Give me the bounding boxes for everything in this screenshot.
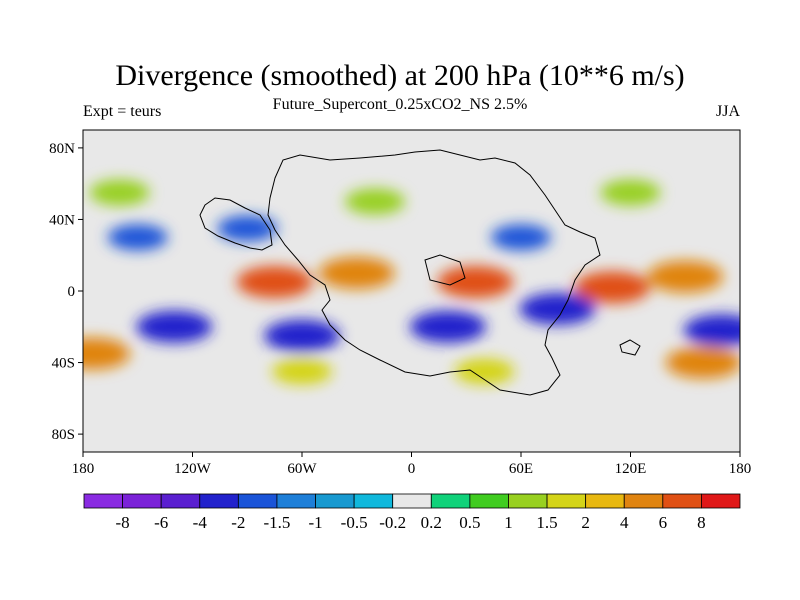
field-cell: [264, 319, 340, 352]
field-cell: [318, 257, 395, 290]
colorbar-swatch: [469, 493, 509, 509]
colorbar-swatch: [623, 493, 664, 509]
colorbar-swatch: [701, 493, 741, 509]
field-cell: [217, 215, 278, 242]
y-tick-label: 0: [68, 284, 76, 300]
field-cell: [437, 266, 514, 299]
colorbar-label: -0.2: [379, 513, 406, 532]
divergence-field: [83, 179, 740, 385]
field-cell: [107, 224, 168, 251]
colorbar-swatch: [508, 493, 548, 509]
colorbar-label: -6: [154, 513, 168, 532]
colorbar-label: 6: [659, 513, 668, 532]
chart-title: Divergence (smoothed) at 200 hPa (10**6 …: [115, 59, 685, 92]
colorbar-swatch: [237, 493, 278, 509]
colorbar-label: -1: [308, 513, 322, 532]
colorbar-swatch: [276, 493, 316, 509]
colorbar-swatch: [160, 493, 201, 509]
field-cell: [410, 310, 486, 343]
colorbar-label: -0.5: [341, 513, 368, 532]
map-axes: 180 120W 60W 0 60E 120E 180 80N 40N 0 40S 80S: [49, 141, 751, 477]
colorbar-label: -1.5: [263, 513, 290, 532]
field-cell: [345, 188, 405, 215]
colorbar-label: -8: [116, 513, 130, 532]
colorbar-label: 1: [504, 513, 513, 532]
field-cell: [683, 314, 740, 347]
x-tick-label: 60E: [509, 461, 533, 477]
colorbar-swatch: [662, 493, 702, 509]
x-tick-label: 60W: [287, 461, 317, 477]
field-cell: [454, 358, 515, 385]
western-coastline: [199, 197, 273, 251]
x-tick-label: 120E: [615, 461, 647, 477]
colorbar-label: 0.2: [421, 513, 442, 532]
colorbar-label: 1.5: [536, 513, 557, 532]
colorbar-label: 8: [697, 513, 706, 532]
field-cell: [519, 292, 596, 325]
field-cell: [647, 260, 724, 293]
field-cell: [574, 271, 651, 304]
x-tick-label: 120W: [174, 461, 212, 477]
colorbar-swatch: [546, 493, 587, 509]
supercontinent-coastline: [267, 149, 601, 396]
inlet-coastline: [424, 254, 466, 286]
colorbar-swatch: [392, 493, 432, 509]
y-tick-label: 80S: [52, 427, 75, 443]
field-cell: [665, 346, 740, 379]
field-cell: [600, 179, 661, 206]
y-tick-label: 40S: [52, 356, 75, 372]
field-cell: [83, 337, 131, 370]
field-cell: [136, 310, 213, 343]
colorbar-label: 4: [620, 513, 629, 532]
colorbar-label: 0.5: [459, 513, 480, 532]
field-cell: [491, 224, 551, 251]
x-tick-label: 180: [729, 461, 752, 477]
field-cell: [236, 266, 313, 299]
y-tick-label: 80N: [49, 141, 75, 157]
y-tick-label: 40N: [49, 212, 75, 228]
chart-subtitle: Future_Supercont_0.25xCO2_NS 2.5%: [272, 96, 528, 113]
colorbar-label: 2: [581, 513, 590, 532]
colorbar-swatch: [122, 493, 162, 509]
island-coastline: [619, 339, 641, 356]
colorbar-swatch: [430, 493, 471, 509]
colorbar-swatch: [353, 493, 394, 509]
x-tick-label: 180: [72, 461, 95, 477]
season-label: JJA: [715, 103, 740, 120]
colorbar-label: -2: [231, 513, 245, 532]
colorbar-swatch: [199, 493, 239, 509]
field-cell: [272, 358, 332, 385]
colorbar-swatch: [585, 493, 625, 509]
colorbar: -8 -6 -4 -2 -1.5 -1 -0.5 -0.2 0.2 0.5 1 1.5 2 4 6 8: [83, 493, 741, 532]
colorbar-swatch: [315, 493, 355, 509]
x-tick-label: 0: [408, 461, 416, 477]
colorbar-label: -4: [193, 513, 208, 532]
experiment-label: Expt = teurs: [83, 103, 162, 120]
coastline-outline: [199, 149, 641, 396]
field-cell: [89, 179, 150, 206]
colorbar-swatch: [83, 493, 123, 509]
